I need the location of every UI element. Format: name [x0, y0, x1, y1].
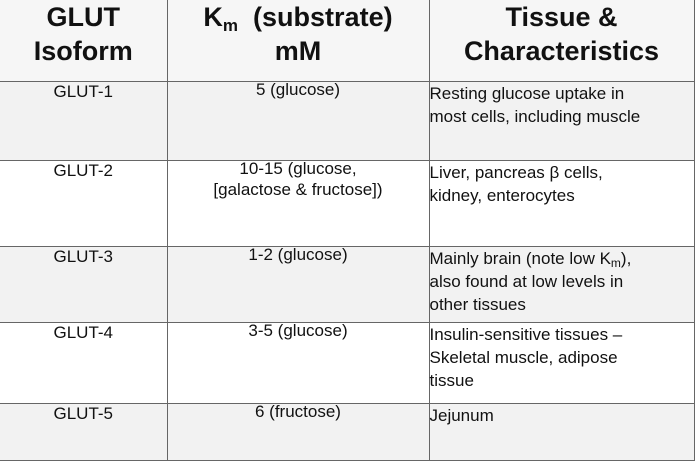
- tissue-cell: Jejunum: [428, 402, 695, 461]
- isoform-cell: GLUT-1: [0, 80, 168, 161]
- tissue-cell: Resting glucose uptake in most cells, in…: [428, 80, 695, 161]
- header-tissue: Tissue & Characteristics: [428, 0, 695, 82]
- header-isoform: GLUT Isoform: [0, 0, 168, 82]
- isoform-cell: GLUT-3: [0, 245, 168, 323]
- km-cell: 10-15 (glucose, [galactose & fructose]): [166, 159, 430, 247]
- km-cell: 6 (fructose): [166, 402, 430, 461]
- km-cell: 1-2 (glucose): [166, 245, 430, 323]
- isoform-cell: GLUT-4: [0, 321, 168, 404]
- table-row: GLUT-1 5 (glucose) Resting glucose uptak…: [0, 80, 695, 161]
- tissue-cell: Insulin-sensitive tissues – Skeletal mus…: [428, 321, 695, 404]
- header-km: Km (substrate) mM: [166, 0, 430, 82]
- tissue-cell: Mainly brain (note low Km), also found a…: [428, 245, 695, 323]
- tissue-cell: Liver, pancreas β cells, kidney, enteroc…: [428, 159, 695, 247]
- isoform-cell: GLUT-2: [0, 159, 168, 247]
- table-row: GLUT-2 10-15 (glucose, [galactose & fruc…: [0, 159, 695, 247]
- km-cell: 5 (glucose): [166, 80, 430, 161]
- km-cell: 3-5 (glucose): [166, 321, 430, 404]
- header-row: GLUT Isoform Km (substrate) mM Tissue & …: [0, 0, 695, 82]
- table-row: GLUT-4 3-5 (glucose) Insulin-sensitive t…: [0, 321, 695, 404]
- isoform-cell: GLUT-5: [0, 402, 168, 461]
- table-row: GLUT-3 1-2 (glucose) Mainly brain (note …: [0, 245, 695, 323]
- table-row: GLUT-5 6 (fructose) Jejunum: [0, 402, 695, 461]
